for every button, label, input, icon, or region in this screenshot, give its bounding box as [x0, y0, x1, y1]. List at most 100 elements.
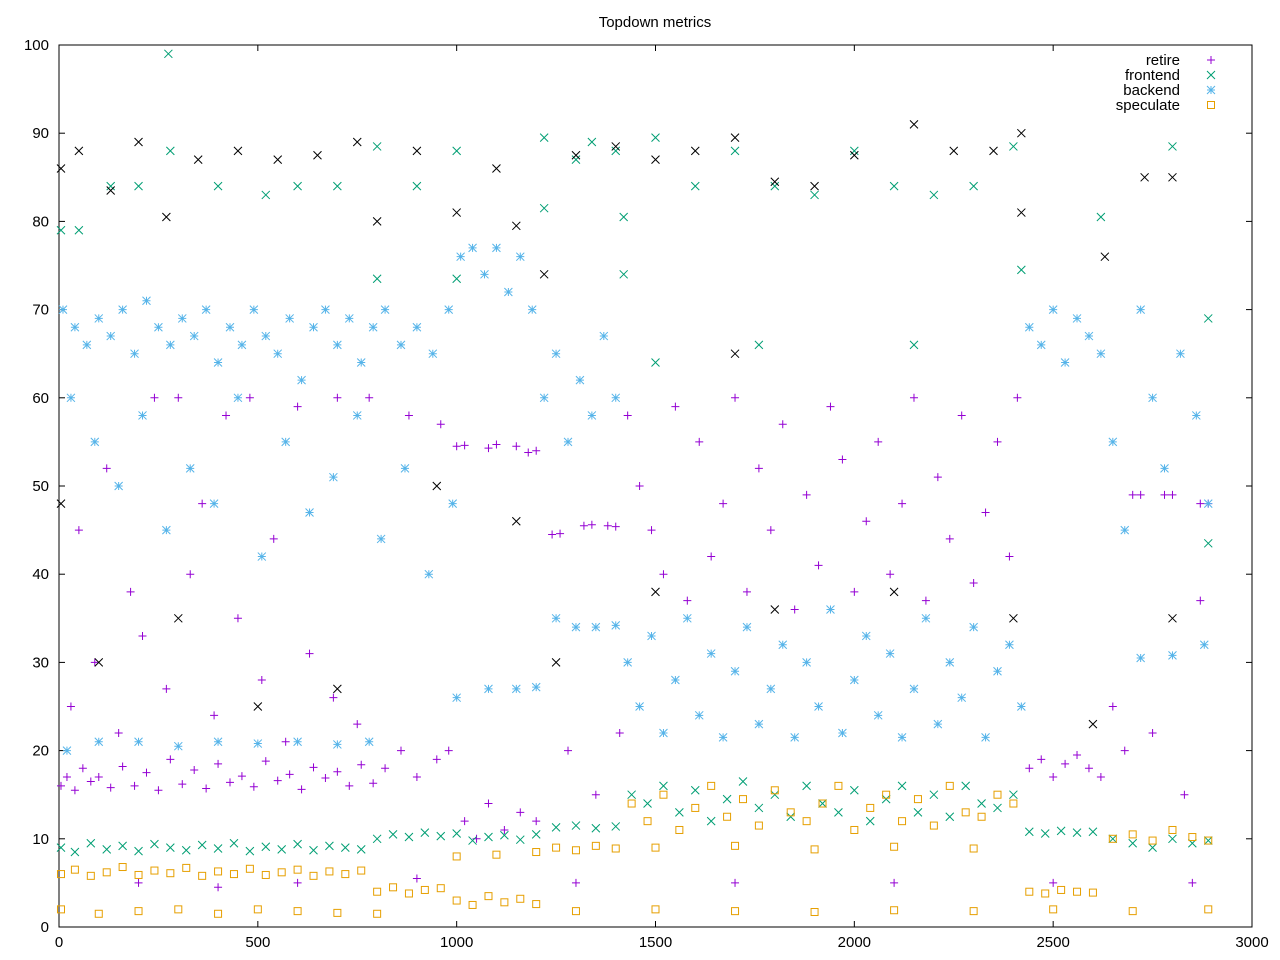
data-point-retire	[94, 773, 103, 782]
data-point-speculate	[818, 799, 827, 808]
y-tick-label: 30	[32, 654, 49, 671]
data-point-retire	[647, 526, 656, 535]
data-point-unlabeled	[770, 177, 780, 187]
data-point-retire	[814, 561, 823, 570]
data-point-speculate	[293, 907, 302, 916]
data-point-retire	[1049, 878, 1058, 887]
data-point-unlabeled	[1016, 208, 1026, 217]
data-point-backend	[706, 649, 716, 658]
data-point-speculate	[436, 884, 445, 893]
x-tick-label: 500	[245, 934, 270, 951]
data-point-retire	[214, 883, 223, 892]
data-point-retire	[1025, 764, 1034, 773]
data-point-backend	[468, 243, 477, 253]
data-point-frontend	[977, 799, 986, 808]
data-point-backend	[635, 702, 644, 711]
data-point-backend	[380, 305, 390, 314]
data-point-retire	[345, 781, 354, 790]
data-point-frontend	[651, 133, 660, 142]
data-point-backend	[273, 349, 283, 359]
data-point-frontend	[404, 832, 414, 842]
data-point-speculate	[214, 909, 223, 918]
data-point-speculate	[834, 781, 843, 790]
data-point-retire	[1180, 790, 1189, 799]
data-point-backend	[134, 737, 143, 747]
data-point-retire	[404, 411, 413, 420]
data-point-speculate	[882, 790, 891, 799]
data-point-frontend	[539, 133, 549, 142]
data-point-frontend	[834, 807, 843, 817]
data-point-speculate	[118, 863, 127, 872]
data-point-speculate	[532, 900, 541, 909]
data-point-backend	[1108, 437, 1118, 447]
data-point-retire	[118, 762, 127, 771]
data-point-speculate	[691, 803, 700, 812]
data-point-frontend	[1168, 834, 1177, 844]
data-point-backend	[130, 349, 139, 359]
data-point-unlabeled	[162, 212, 171, 222]
data-point-retire	[114, 728, 123, 737]
data-point-unlabeled	[412, 146, 422, 156]
data-point-backend	[356, 358, 366, 367]
data-point-retire	[412, 773, 421, 782]
data-point-unlabeled	[56, 499, 66, 508]
data-point-backend	[213, 737, 223, 747]
data-point-speculate	[850, 825, 859, 834]
data-point-backend	[285, 314, 295, 323]
legend-label-frontend: frontend	[1125, 67, 1180, 84]
data-point-unlabeled	[352, 137, 362, 147]
data-point-retire	[1168, 490, 1177, 499]
data-point-retire	[210, 711, 219, 720]
data-point-speculate	[651, 905, 660, 914]
data-point-speculate	[357, 866, 366, 875]
data-point-backend	[1096, 349, 1106, 359]
y-tick-label: 0	[41, 919, 49, 936]
data-point-retire	[190, 766, 199, 775]
data-point-backend	[826, 605, 835, 614]
data-point-frontend	[56, 225, 66, 235]
data-point-retire	[74, 526, 83, 535]
data-point-frontend	[754, 340, 764, 350]
data-point-speculate	[389, 883, 398, 892]
data-point-retire	[269, 534, 278, 543]
data-point-speculate	[198, 871, 207, 880]
data-point-retire	[611, 522, 620, 531]
data-point-backend	[293, 737, 302, 747]
data-point-speculate	[898, 817, 907, 826]
data-point-backend	[1024, 322, 1034, 332]
y-tick-label: 40	[32, 566, 49, 583]
data-point-speculate	[890, 906, 899, 915]
data-point-unlabeled	[134, 137, 143, 147]
data-point-retire	[850, 587, 859, 596]
data-point-backend	[611, 393, 621, 403]
data-point-unlabeled	[106, 186, 116, 195]
data-point-unlabeled	[492, 164, 501, 173]
data-point-backend	[309, 322, 318, 332]
data-point-unlabeled	[511, 516, 521, 526]
data-point-retire	[297, 785, 306, 794]
data-point-retire	[233, 614, 242, 623]
data-point-backend	[66, 393, 76, 403]
data-point-speculate	[293, 865, 302, 874]
data-point-frontend	[325, 841, 334, 851]
data-point-retire	[261, 757, 270, 766]
data-point-retire	[548, 530, 557, 539]
data-point-frontend	[865, 816, 875, 826]
data-point-speculate	[731, 841, 740, 850]
data-point-retire	[134, 878, 143, 887]
data-point-retire	[305, 649, 314, 658]
data-point-backend	[94, 314, 104, 323]
x-tick-label: 2500	[1036, 934, 1069, 951]
data-point-unlabeled	[56, 164, 66, 173]
data-point-retire	[615, 728, 624, 737]
data-point-frontend	[1168, 142, 1177, 151]
data-point-frontend	[436, 831, 446, 841]
data-point-speculate	[929, 821, 938, 830]
data-point-retire	[138, 631, 147, 640]
data-point-frontend	[213, 844, 223, 853]
series-backend	[58, 243, 1213, 755]
data-point-retire	[587, 520, 596, 529]
data-point-frontend	[150, 839, 159, 849]
data-point-backend	[933, 719, 943, 729]
